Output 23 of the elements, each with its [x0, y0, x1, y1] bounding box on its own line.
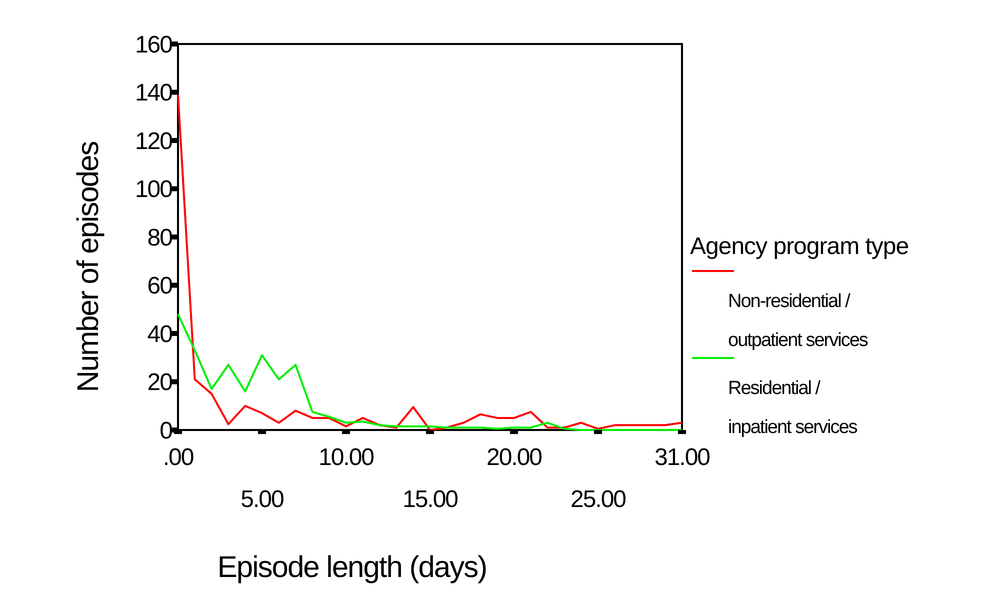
y-tick-label: 120	[134, 128, 173, 155]
y-tick-label: 140	[134, 80, 173, 107]
legend-label: Non-residential / outpatient services	[728, 291, 868, 351]
legend-label: Residential / inpatient services	[728, 378, 858, 438]
x-tick-label: 25.00	[570, 486, 626, 513]
y-tick-label: 0	[160, 417, 173, 444]
line-series	[177, 94, 683, 431]
y-axis-title: Number of episodes	[72, 142, 105, 392]
y-tick-label: 20	[147, 369, 173, 396]
y-tick-label: 40	[147, 320, 173, 348]
y-tick-label: 160	[134, 31, 173, 58]
x-axis-title: Episode length (days)	[217, 551, 487, 584]
x-tick-label: 5.00	[240, 486, 284, 513]
x-tick-label: .00	[162, 444, 194, 471]
line-series	[177, 313, 683, 431]
x-tick-label: 15.00	[402, 486, 458, 513]
x-tick-label: 31.00	[654, 444, 710, 471]
x-tick-label: 10.00	[318, 444, 374, 471]
y-tick-label: 100	[134, 176, 173, 204]
legend-title: Agency program type	[690, 233, 909, 260]
y-tick-label: 60	[147, 272, 173, 300]
x-tick-label: 20.00	[486, 444, 542, 471]
y-tick-label: 80	[147, 224, 173, 252]
